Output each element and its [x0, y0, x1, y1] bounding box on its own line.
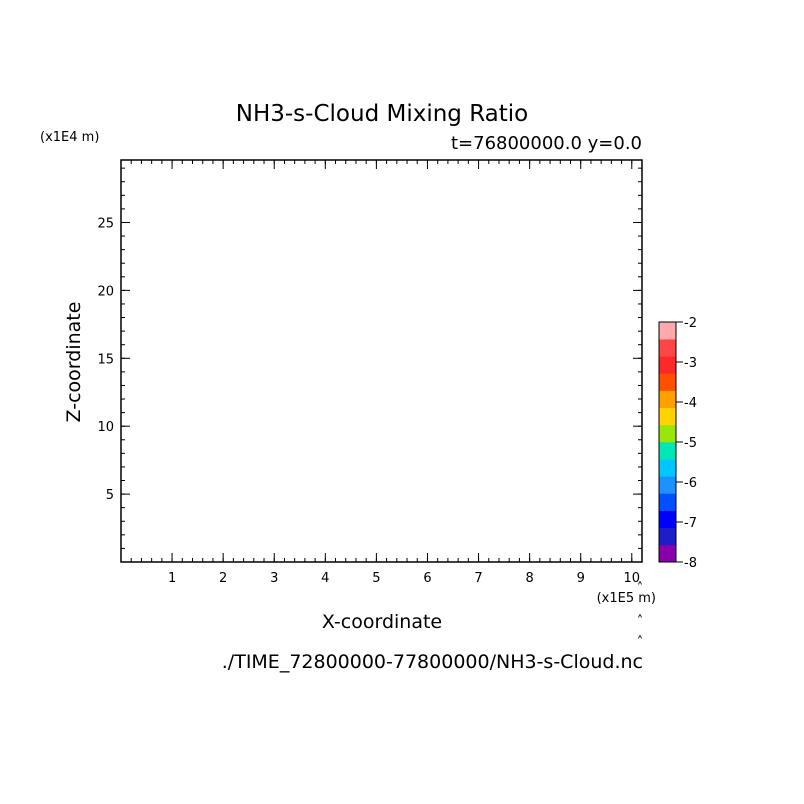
y-tick-label: 10	[97, 420, 114, 435]
x-tick-label: 6	[423, 571, 431, 586]
y-tick-label: 5	[106, 488, 114, 503]
x-tick-label: 7	[474, 571, 482, 586]
footer-filename: ./TIME_72800000-77800000/NH3-s-Cloud.nc	[222, 651, 643, 673]
y-unit-label: (x1E4 m)	[40, 130, 99, 145]
y-tick-label: 25	[97, 216, 114, 231]
axis-end-mark: ˄	[637, 581, 644, 596]
colorbar-swatch	[659, 510, 676, 529]
colorbar-swatch	[659, 459, 676, 477]
colorbar-swatch	[659, 493, 676, 511]
x-tick-label: 5	[372, 571, 380, 586]
axis-end-marks: ˄ ˄ ˄	[637, 581, 644, 650]
colorbar: -8 -7 -6 -5 -4 -3 -2	[658, 316, 697, 571]
axis-ticks: 1 2 3 4 5 6 7 8 9 10 5 10 15 20 25	[97, 160, 642, 586]
colorbar-swatch	[659, 322, 676, 340]
chart-title: NH3-s-Cloud Mixing Ratio	[236, 101, 529, 127]
y-axis-label: Z-coordinate	[63, 302, 85, 423]
x-tick-label: 4	[321, 571, 329, 586]
axis-end-mark: ˄	[637, 635, 644, 650]
colorbar-swatch	[659, 407, 676, 426]
colorbar-swatch	[659, 373, 676, 391]
y-tick-label: 20	[97, 284, 114, 299]
colorbar-swatch	[659, 356, 676, 374]
colorbar-tick-label: -2	[684, 316, 697, 331]
x-tick-label: 9	[577, 571, 585, 586]
x-unit-label: (x1E5 m)	[597, 591, 656, 606]
x-tick-label: 1	[168, 571, 176, 586]
axis-end-mark: ˄	[637, 614, 644, 629]
colorbar-tick-label: -5	[684, 436, 697, 451]
colorbar-swatch	[659, 339, 676, 357]
colorbar-swatch	[659, 544, 676, 563]
colorbar-tick-label: -3	[684, 356, 697, 371]
colorbar-swatch	[659, 390, 676, 409]
colorbar-tick-label: -4	[684, 396, 697, 411]
colorbar-tick-label: -8	[684, 556, 697, 571]
colorbar-tick-label: -6	[684, 476, 697, 491]
x-tick-label: 2	[219, 571, 227, 586]
y-tick-label: 15	[97, 352, 114, 367]
x-tick-label: 3	[270, 571, 278, 586]
x-tick-label: 10	[624, 571, 641, 586]
colorbar-swatch	[659, 476, 676, 494]
plot-frame	[120, 159, 643, 563]
colorbar-swatch	[659, 527, 676, 546]
colorbar-swatch	[659, 442, 676, 460]
colorbar-swatch	[659, 424, 676, 443]
x-tick-label: 8	[525, 571, 533, 586]
x-axis-label: X-coordinate	[322, 611, 442, 633]
colorbar-tick-label: -7	[684, 516, 697, 531]
chart-subtitle: t=76800000.0 y=0.0	[451, 133, 642, 154]
